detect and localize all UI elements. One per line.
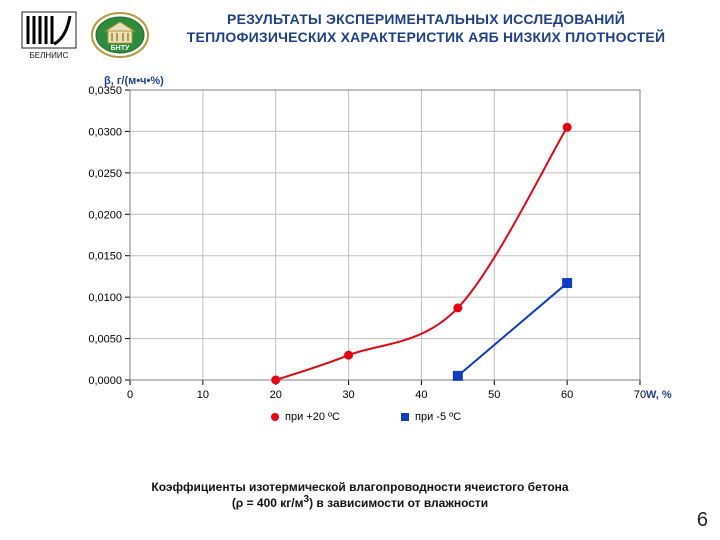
caption-line-2: (ρ = 400 кг/м3) в зависимости от влажнос… — [0, 494, 720, 510]
x-tick-label: 10 — [197, 389, 209, 401]
caption-line-1: Коэффициенты изотермической влагопроводн… — [0, 480, 720, 494]
legend-label: при -5 ºС — [415, 411, 461, 423]
x-tick-label: 40 — [415, 389, 427, 401]
chart: β, г/(м•ч•%)0102030405060700,00000,00500… — [60, 70, 680, 440]
series-marker — [563, 123, 572, 132]
x-tick-label: 20 — [270, 389, 282, 401]
x-tick-label: 30 — [342, 389, 354, 401]
x-tick-label: 50 — [488, 389, 500, 401]
x-tick-label: 70 — [634, 389, 646, 401]
y-tick-label: 0,0000 — [88, 375, 122, 387]
legend-marker — [271, 413, 279, 421]
series-marker — [271, 376, 280, 385]
series-marker — [453, 371, 463, 381]
legend-label: при +20 ºС — [285, 411, 340, 423]
y-tick-label: 0,0150 — [88, 251, 122, 263]
series-marker — [344, 351, 353, 360]
logo-bntu-text: БНТУ — [111, 45, 130, 52]
legend-marker — [401, 413, 409, 421]
x-tick-label: 0 — [127, 389, 133, 401]
chart-caption: Коэффициенты изотермической влагопроводн… — [0, 480, 720, 510]
title-line-2: ТЕПЛОФИЗИЧЕСКИХ ХАРАКТЕРИСТИК АЯБ НИЗКИХ… — [162, 28, 690, 46]
x-axis-label: W, % — [646, 389, 672, 401]
page-number: 6 — [697, 509, 708, 532]
y-tick-label: 0,0200 — [88, 209, 122, 221]
y-tick-label: 0,0100 — [88, 292, 122, 304]
slide-title: РЕЗУЛЬТАТЫ ЭКСПЕРИМЕНТАЛЬНЫХ ИССЛЕДОВАНИ… — [162, 10, 690, 46]
title-line-1: РЕЗУЛЬТАТЫ ЭКСПЕРИМЕНТАЛЬНЫХ ИССЛЕДОВАНИ… — [162, 10, 690, 28]
y-tick-label: 0,0050 — [88, 334, 122, 346]
series-marker — [562, 278, 572, 288]
logo-belniis: БЕЛНИИС — [20, 10, 78, 60]
y-tick-label: 0,0300 — [88, 126, 122, 138]
header: БЕЛНИИС БНТУ РЕЗУЛЬТАТЫ ЭКСПЕРИМЕНТАЛЬНЫ… — [0, 0, 720, 60]
x-tick-label: 60 — [561, 389, 573, 401]
logo-bntu: БНТУ — [90, 10, 150, 60]
y-tick-label: 0,0350 — [88, 85, 122, 97]
series-marker — [453, 303, 462, 312]
logo-belniis-text: БЕЛНИИС — [30, 51, 69, 60]
y-tick-label: 0,0250 — [88, 168, 122, 180]
